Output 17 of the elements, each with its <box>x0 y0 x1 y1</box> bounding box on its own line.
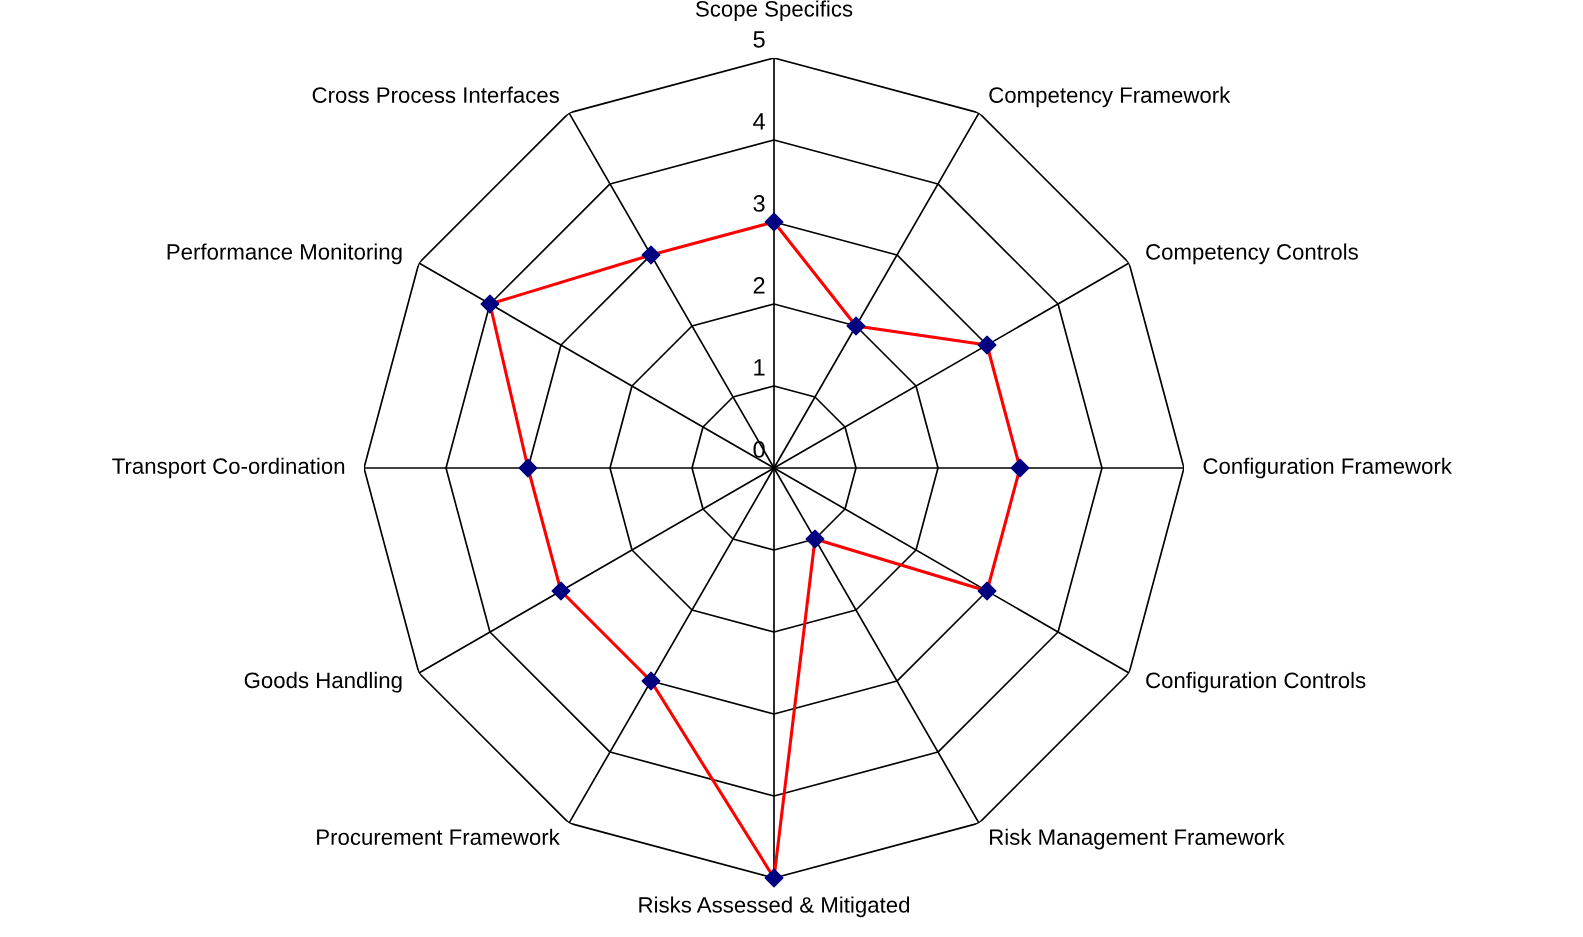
spoke-label: Risk Management Framework <box>990 828 1285 850</box>
spoke-label: Goods Handling <box>244 671 402 693</box>
spoke-label: Performance Monitoring <box>167 243 402 265</box>
y-tick-label: 3 <box>753 195 765 212</box>
y-tick-label: 4 <box>753 113 765 130</box>
spoke-label: Risks Assessed & Mitigated <box>639 896 910 918</box>
spoke-label: Procurement Framework <box>317 828 560 846</box>
spoke-label: Scope Specifics <box>695 0 853 22</box>
y-tick-label: 5 <box>753 31 765 48</box>
y-tick-label: 1 <box>754 359 765 376</box>
spoke-label: Cross Process Interfaces <box>312 86 559 103</box>
spoke-label: Configuration Controls <box>1146 671 1366 693</box>
spoke-label: Competency Framework <box>989 86 1231 108</box>
y-tick-label: 2 <box>753 277 765 294</box>
spoke-label: Competency Controls <box>1146 243 1358 265</box>
spoke-label: Configuration Framework <box>1203 457 1452 479</box>
spoke-label: Transport Co-ordination <box>112 457 345 479</box>
